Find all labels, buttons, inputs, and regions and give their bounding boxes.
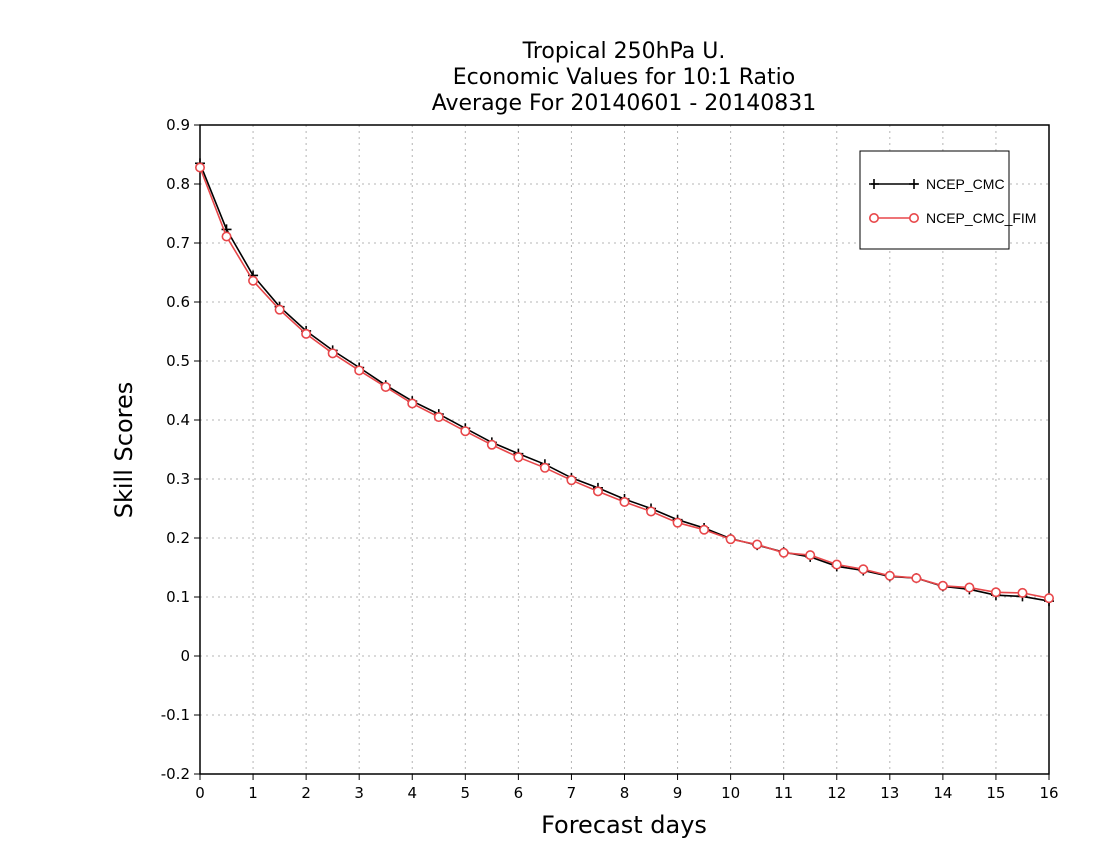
legend-entry-ncep-cmc: NCEP_CMC — [869, 176, 1005, 192]
data-point-ncep-cmc-fim — [274, 304, 285, 315]
data-point-ncep-cmc-fim — [195, 162, 206, 173]
y-tick-label: 0.3 — [166, 470, 190, 488]
legend-marker — [868, 213, 879, 224]
data-point-ncep-cmc-fim — [990, 587, 1001, 598]
data-point-ncep-cmc-fim — [407, 398, 418, 409]
x-tick-label: 16 — [1039, 784, 1058, 802]
data-point-ncep-cmc-fim — [327, 348, 338, 359]
y-tick-label: 0.4 — [166, 411, 190, 429]
x-tick-label: 15 — [986, 784, 1005, 802]
data-point-ncep-cmc-fim — [301, 328, 312, 339]
data-point-ncep-cmc-fim — [911, 573, 922, 584]
y-tick-label: 0.2 — [166, 529, 190, 547]
data-point-ncep-cmc-fim — [778, 547, 789, 558]
y-tick-label: 0.5 — [166, 352, 190, 370]
y-tick-label: 0.8 — [166, 175, 190, 193]
legend-label: NCEP_CMC_FIM — [926, 210, 1036, 226]
data-point-ncep-cmc-fim — [380, 381, 391, 392]
x-tick-label: 5 — [461, 784, 471, 802]
chart-title: Tropical 250hPa U. Economic Values for 1… — [432, 39, 817, 116]
y-tick-label: -0.1 — [161, 706, 190, 724]
data-point-ncep-cmc-fim — [937, 580, 948, 591]
legend-box — [859, 150, 1010, 250]
data-point-ncep-cmc-fim — [1044, 593, 1055, 604]
legend-label: NCEP_CMC — [926, 176, 1005, 192]
x-tick-label: 9 — [673, 784, 683, 802]
y-axis-label: Skill Scores — [110, 382, 138, 519]
x-axis: 0 1 2 3 4 5 6 7 8 9 10 11 12 13 14 15 16 — [195, 774, 1059, 802]
x-tick-label: 11 — [774, 784, 793, 802]
series-ncep-cmc-fim — [195, 162, 1055, 604]
data-point-ncep-cmc-fim — [354, 365, 365, 376]
data-point-ncep-cmc-fim — [752, 539, 763, 550]
y-tick-label: 0 — [180, 647, 190, 665]
data-point-ncep-cmc-fim — [831, 559, 842, 570]
data-point-ncep-cmc-fim — [513, 452, 524, 463]
y-tick-label: 0.6 — [166, 293, 190, 311]
data-point-ncep-cmc-fim — [248, 275, 259, 286]
data-point-ncep-cmc-fim — [805, 550, 816, 561]
y-tick-label: 0.9 — [166, 116, 190, 134]
legend-marker — [908, 213, 919, 224]
data-point-ncep-cmc-fim — [433, 412, 444, 423]
data-point-ncep-cmc-fim — [725, 534, 736, 545]
x-tick-label: 0 — [195, 784, 205, 802]
x-tick-label: 3 — [354, 784, 364, 802]
x-tick-label: 1 — [248, 784, 258, 802]
data-point-ncep-cmc-fim — [619, 497, 630, 508]
x-tick-label: 8 — [620, 784, 630, 802]
data-point-ncep-cmc-fim — [460, 426, 471, 437]
x-tick-label: 2 — [301, 784, 311, 802]
data-point-ncep-cmc-fim — [646, 506, 657, 517]
y-tick-label: -0.2 — [161, 765, 190, 783]
legend-marker — [869, 179, 879, 189]
x-tick-label: 4 — [407, 784, 417, 802]
x-tick-label: 13 — [880, 784, 899, 802]
y-tick-label: 0.7 — [166, 234, 190, 252]
y-tick-label: 0.1 — [166, 588, 190, 606]
title-line-1: Tropical 250hPa U. — [522, 39, 726, 64]
x-tick-label: 10 — [721, 784, 740, 802]
x-tick-label: 7 — [567, 784, 577, 802]
data-point-ncep-cmc-fim — [539, 462, 550, 473]
series-layer — [195, 158, 1055, 607]
data-point-ncep-cmc-fim — [858, 564, 869, 575]
title-line-2: Economic Values for 10:1 Ratio — [453, 65, 795, 90]
title-line-3: Average For 20140601 - 20140831 — [432, 91, 817, 116]
x-tick-label: 14 — [933, 784, 952, 802]
x-axis-label: Forecast days — [541, 811, 707, 839]
data-point-ncep-cmc-fim — [1017, 587, 1028, 598]
data-point-ncep-cmc-fim — [884, 570, 895, 581]
data-point-ncep-cmc-fim — [486, 439, 497, 450]
legend-entry-ncep-cmc-fim: NCEP_CMC_FIM — [868, 210, 1036, 226]
x-tick-label: 12 — [827, 784, 846, 802]
legend: NCEP_CMC NCEP_CMC_FIM — [859, 150, 1036, 250]
data-point-ncep-cmc-fim — [699, 524, 710, 535]
data-point-ncep-cmc-fim — [964, 582, 975, 593]
data-point-ncep-cmc-fim — [592, 486, 603, 497]
x-tick-label: 6 — [514, 784, 524, 802]
data-point-ncep-cmc-fim — [566, 475, 577, 486]
data-point-ncep-cmc-fim — [672, 517, 683, 528]
legend-marker — [909, 179, 919, 189]
data-point-ncep-cmc-fim — [221, 231, 232, 242]
y-axis: 0.9 0.8 0.7 0.6 0.5 0.4 0.3 0.2 0.1 0 -0.1 -0.2 — [161, 116, 200, 783]
